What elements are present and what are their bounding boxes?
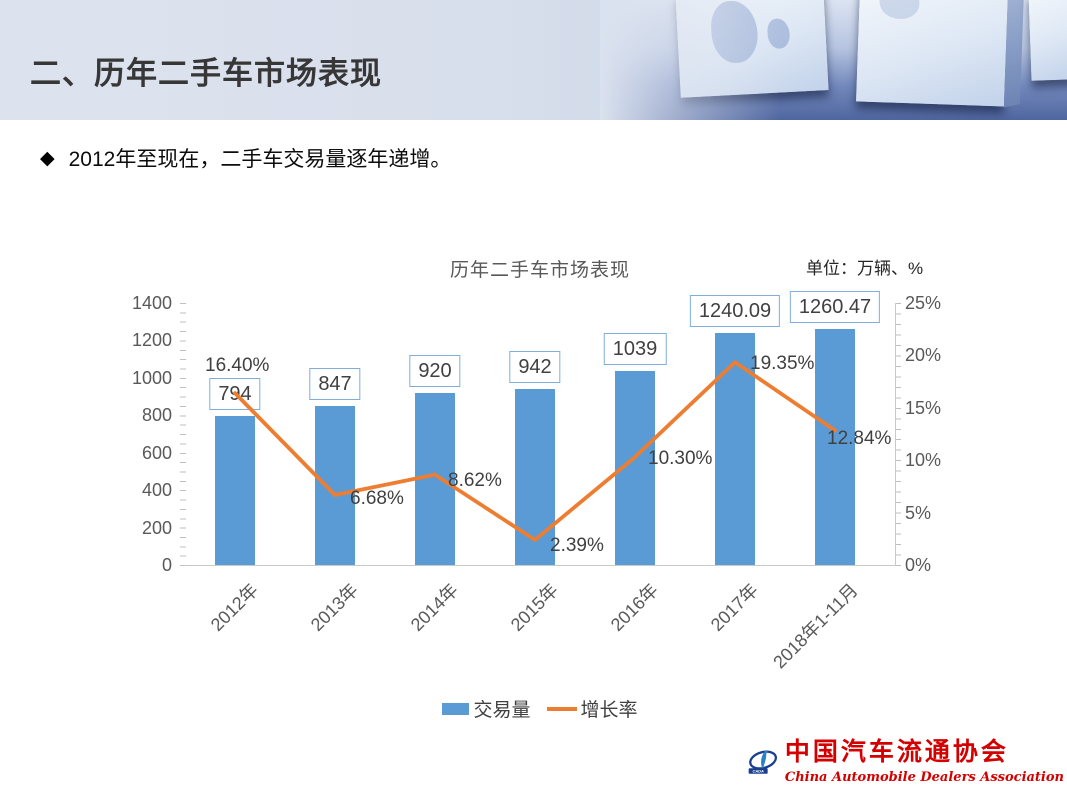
- logo-texts: 中国汽车流通协会 China Automobile Dealers Associ…: [785, 724, 1064, 785]
- left-axis-ticks: [180, 303, 186, 566]
- bullet-text: 2012年至现在，二手车交易量逐年递增。: [68, 148, 452, 171]
- page-title: 二、历年二手车市场表现: [30, 56, 382, 91]
- org-name-cn: 中国汽车流通协会: [784, 737, 1009, 766]
- x-axis-label: 2017年: [706, 579, 762, 636]
- x-axis-line: [185, 565, 896, 566]
- y-axis-tick-label: 200: [141, 517, 172, 538]
- x-axis-label: 2018年1-11月: [769, 579, 862, 673]
- y-axis-tick-label: 1200: [131, 330, 172, 351]
- legend-item: 增长率: [546, 695, 638, 722]
- y-axis-tick-label: 400: [141, 480, 172, 501]
- bar-value-label: 1240.09: [689, 294, 781, 327]
- right-axis-line: [895, 303, 896, 566]
- legend-label: 交易量: [473, 700, 531, 721]
- y-axis-tick-label: 800: [141, 405, 172, 426]
- photo-fade-overlay: [600, 0, 780, 120]
- cada-logo-icon: CADA: [748, 750, 777, 774]
- legend-line-swatch-icon: [546, 706, 577, 711]
- x-axis-label: 2012年: [206, 579, 262, 636]
- chart-title: 历年二手车市场表现: [449, 260, 630, 281]
- bar-value-label: 920: [409, 354, 461, 387]
- line-value-label: 19.35%: [750, 353, 815, 375]
- cada-logo: CADA 中国汽车流通协会 China Automobile Dealers A…: [748, 724, 1064, 800]
- secondary-axis-tick-label: 20%: [905, 345, 942, 366]
- legend-item: 交易量: [442, 695, 531, 722]
- bar-value-label: 1039: [603, 332, 667, 365]
- bar: [715, 332, 755, 565]
- y-axis-tick-label: 1000: [131, 367, 172, 388]
- line-value-label: 2.39%: [550, 534, 604, 556]
- bar: [315, 406, 355, 565]
- bar-value-label: 1260.47: [789, 291, 881, 324]
- x-axis-label: 2015年: [506, 579, 562, 636]
- bar: [215, 416, 255, 565]
- right-axis-ticks: [895, 303, 901, 566]
- line-value-label: 8.62%: [448, 469, 502, 491]
- org-name-en: China Automobile Dealers Association: [784, 770, 1064, 785]
- cada-badge-text: CADA: [752, 768, 763, 773]
- secondary-axis-tick-label: 25%: [905, 293, 942, 313]
- bar-value-label: 847: [309, 368, 361, 401]
- y-axis-tick-label: 1400: [131, 293, 172, 313]
- line-value-label: 16.40%: [205, 355, 270, 377]
- slide-header: 二、历年二手车市场表现: [0, 0, 1067, 120]
- line-value-label: 6.68%: [350, 487, 404, 509]
- diamond-bullet-icon: ◆: [40, 147, 55, 169]
- line-value-label: 12.84%: [827, 428, 892, 450]
- secondary-axis-tick-label: 15%: [905, 397, 942, 418]
- legend: 交易量 增长率: [185, 695, 895, 722]
- secondary-axis-tick-label: 5%: [905, 502, 932, 523]
- bar-value-label: 942: [509, 350, 561, 383]
- bullet-item: ◆ 2012年至现在，二手车交易量逐年递增。: [40, 143, 451, 173]
- legend-label: 增长率: [580, 700, 638, 721]
- legend-bar-swatch-icon: [442, 702, 470, 715]
- bar-value-label: 794: [209, 378, 261, 411]
- y-axis-tick-label: 0: [161, 555, 172, 575]
- x-axis-label: 2016年: [606, 579, 662, 636]
- unit-label: 单位：万辆、%: [806, 259, 924, 278]
- secondary-axis-tick-label: 10%: [905, 450, 942, 471]
- y-axis-tick-label: 600: [141, 442, 172, 463]
- x-axis-label: 2013年: [306, 579, 362, 636]
- secondary-axis-tick-label: 0%: [905, 555, 932, 575]
- bar: [515, 388, 555, 565]
- x-axis-label: 2014年: [406, 579, 462, 636]
- line-value-label: 10.30%: [648, 448, 713, 470]
